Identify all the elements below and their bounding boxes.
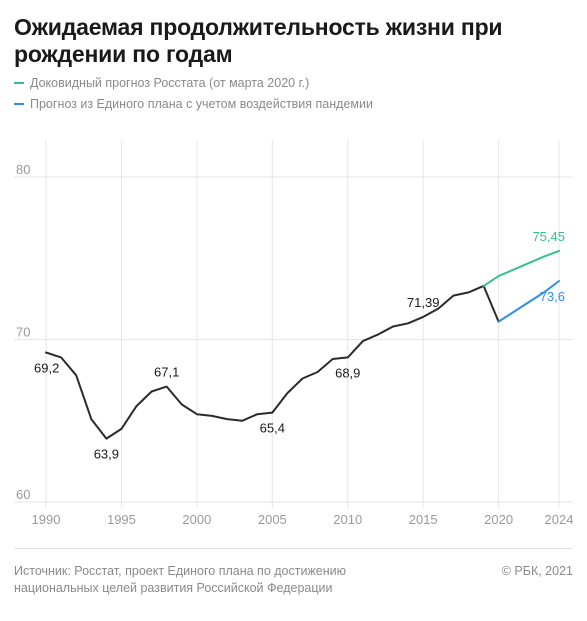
legend-swatch-pandemic xyxy=(14,103,24,105)
copyright: © РБК, 2021 xyxy=(501,564,573,578)
footer-divider xyxy=(14,548,573,549)
source-line-2: национальных целей развития Российской Ф… xyxy=(14,581,333,595)
x-tick-label: 2024 xyxy=(545,512,574,527)
source-note: Источник: Росстат, проект Единого плана … xyxy=(14,563,414,597)
legend-label-pandemic: Прогноз из Единого плана с учетом воздей… xyxy=(30,97,373,111)
legend-label-precovid: Доковидный прогноз Росстата (от марта 20… xyxy=(30,76,310,90)
source-line-1: Источник: Росстат, проект Единого плана … xyxy=(14,564,347,578)
y-tick-label: 80 xyxy=(16,162,30,177)
chart-title: Ожидаемая продолжительность жизни при ро… xyxy=(14,14,503,67)
x-tick-label: 2020 xyxy=(484,512,513,527)
y-tick-label: 60 xyxy=(16,487,30,502)
data-label: 65,4 xyxy=(260,421,285,436)
legend-item-precovid: Доковидный прогноз Росстата (от марта 20… xyxy=(14,76,574,90)
data-label: 69,2 xyxy=(34,361,59,376)
data-label: 68,9 xyxy=(335,365,360,380)
series-line-precovid xyxy=(482,249,560,287)
x-tick-label: 2005 xyxy=(258,512,287,527)
series-line-actual xyxy=(45,284,485,440)
x-tick-label: 2015 xyxy=(409,512,438,527)
data-label: 75,45 xyxy=(532,229,565,244)
x-tick-label: 1990 xyxy=(32,512,61,527)
series-line-pandemic xyxy=(497,280,560,323)
legend-swatch-precovid xyxy=(14,82,24,84)
legend-item-pandemic: Прогноз из Единого плана с учетом воздей… xyxy=(14,97,574,111)
y-tick-label: 70 xyxy=(16,325,30,340)
data-label: 71,39 xyxy=(407,295,440,310)
data-label: 67,1 xyxy=(154,365,179,380)
series-line-pandemic_drop xyxy=(482,284,500,323)
data-label: 73,6 xyxy=(540,289,565,304)
x-tick-label: 2010 xyxy=(333,512,362,527)
data-label: 63,9 xyxy=(94,447,119,462)
x-tick-label: 2000 xyxy=(182,512,211,527)
x-tick-label: 1995 xyxy=(107,512,136,527)
